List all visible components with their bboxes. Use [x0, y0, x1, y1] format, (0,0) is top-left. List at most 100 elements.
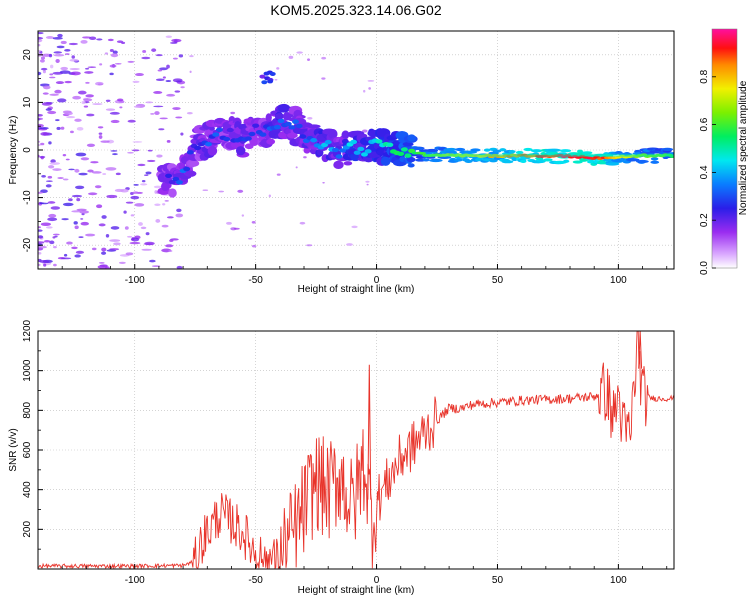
noise-speckle: [306, 244, 313, 247]
snr-y-tick-label: 800: [22, 402, 33, 419]
noise-speckle: [38, 117, 43, 120]
noise-speckle: [38, 229, 43, 232]
noise-speckle: [346, 243, 353, 246]
ridge-halo: [422, 158, 430, 162]
spectrogram-x-tick-label: -50: [248, 275, 263, 286]
noise-speckle: [98, 223, 106, 227]
noise-speckle: [247, 238, 253, 240]
noise-speckle: [50, 159, 56, 163]
noise-speckle: [132, 141, 143, 143]
noise-speckle: [106, 194, 118, 199]
noise-speckle: [91, 247, 97, 251]
ridge-core: [400, 147, 408, 152]
noise-speckle: [151, 48, 157, 52]
noise-speckle: [156, 154, 163, 158]
noise-speckle: [64, 80, 72, 84]
isolated-feature: [269, 71, 276, 76]
ridge-core: [172, 176, 180, 182]
noise-speckle: [150, 113, 155, 115]
noise-speckle: [162, 76, 166, 79]
ridge-core: [295, 123, 303, 129]
noise-speckle: [321, 77, 326, 80]
noise-speckle: [62, 202, 74, 207]
ridge-halo: [265, 113, 272, 123]
noise-speckle: [72, 95, 82, 100]
noise-speckle: [98, 132, 103, 135]
noise-speckle: [40, 142, 45, 146]
noise-speckle: [230, 111, 236, 115]
ridge-halo: [581, 151, 593, 155]
noise-speckle: [307, 116, 313, 120]
noise-speckle: [176, 208, 182, 213]
noise-speckle: [60, 66, 68, 71]
colorbar-tick-label: 0.2: [699, 213, 710, 227]
ridge-halo: [207, 146, 218, 156]
noise-speckle: [114, 188, 124, 192]
noise-speckle: [268, 194, 271, 198]
noise-speckle: [112, 153, 118, 156]
ridge-band: [424, 153, 674, 157]
noise-speckle: [189, 55, 194, 58]
noise-speckle: [80, 40, 88, 44]
ridge-halo: [577, 149, 584, 153]
ridge-core: [360, 152, 368, 157]
noise-speckle: [274, 78, 278, 81]
noise-speckle: [38, 123, 44, 128]
noise-speckle: [42, 69, 46, 74]
noise-speckle: [86, 113, 95, 117]
ridge-core: [386, 142, 394, 147]
noise-speckle: [50, 64, 54, 69]
noise-speckle: [65, 158, 70, 161]
noise-speckle: [68, 198, 73, 202]
noise-speckle: [48, 141, 52, 145]
noise-speckle: [74, 225, 79, 230]
noise-speckle: [233, 227, 240, 230]
noise-speckle: [145, 171, 152, 175]
noise-speckle: [46, 180, 53, 183]
noise-speckle: [155, 219, 161, 223]
ridge-core: [292, 119, 300, 124]
noise-speckle: [226, 221, 232, 225]
noise-speckle: [132, 80, 140, 83]
noise-speckle: [47, 201, 56, 204]
noise-speckle: [87, 66, 97, 68]
noise-speckle: [121, 41, 126, 45]
noise-speckle: [53, 54, 65, 57]
noise-speckle: [55, 119, 60, 122]
isolated-feature: [259, 74, 266, 79]
noise-speckle: [134, 203, 145, 207]
ridge-core: [183, 166, 191, 172]
noise-speckle: [83, 98, 93, 102]
noise-speckle: [237, 189, 244, 193]
noise-speckle: [75, 152, 87, 157]
noise-speckle: [55, 58, 60, 63]
ridge-core: [186, 150, 194, 155]
ridge-core: [310, 138, 318, 143]
snr-line: [38, 331, 674, 569]
ridge-core: [324, 139, 332, 145]
ridge-halo: [328, 129, 338, 139]
noise-speckle: [70, 71, 81, 76]
snr-y-tick-label: 600: [22, 441, 33, 458]
noise-speckle: [172, 57, 178, 60]
noise-speckle: [118, 261, 126, 264]
ridge-core: [339, 148, 347, 153]
noise-speckle: [174, 90, 181, 93]
noise-speckle: [180, 132, 184, 136]
ridge-halo: [605, 162, 620, 166]
noise-speckle: [80, 157, 90, 161]
noise-speckle: [38, 43, 41, 47]
noise-speckle: [175, 80, 182, 83]
ridge-halo: [470, 148, 481, 152]
ridge-core: [215, 127, 223, 133]
noise-speckle: [125, 201, 134, 204]
noise-speckle: [38, 71, 42, 76]
noise-speckle: [123, 210, 127, 214]
noise-speckle: [113, 242, 121, 246]
ridge-halo: [543, 158, 553, 162]
noise-speckle: [141, 56, 151, 60]
noise-speckle: [154, 111, 160, 116]
noise-speckle: [75, 250, 85, 254]
ridge-halo: [429, 158, 443, 163]
